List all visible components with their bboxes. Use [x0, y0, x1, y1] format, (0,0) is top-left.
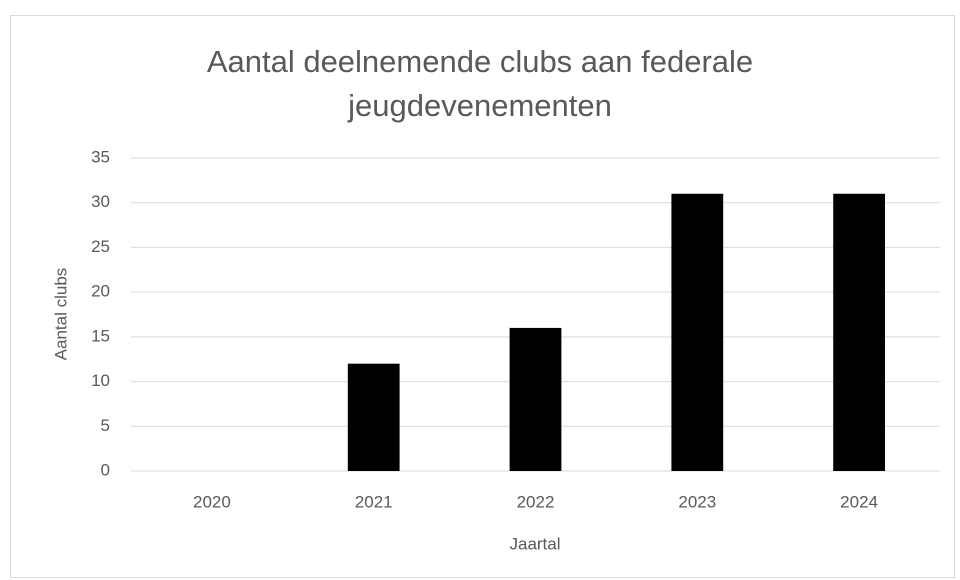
y-tick-label: 20 — [91, 282, 110, 301]
x-tick-label: 2020 — [193, 492, 231, 511]
y-tick-label: 5 — [101, 416, 110, 435]
y-tick-label: 35 — [91, 147, 110, 166]
x-tick-label: 2024 — [840, 492, 878, 511]
x-tick-label: 2023 — [678, 492, 716, 511]
x-tick-label: 2021 — [355, 492, 393, 511]
x-tick-label: 2022 — [517, 492, 555, 511]
y-tick-label: 0 — [101, 460, 110, 479]
y-tick-label: 25 — [91, 237, 110, 256]
y-tick-label: 30 — [91, 192, 110, 211]
y-tick-label: 10 — [91, 371, 110, 390]
bar — [347, 363, 400, 471]
chart-border — [10, 15, 955, 578]
bar — [671, 193, 724, 471]
y-axis-title: Aantal clubs — [51, 268, 70, 361]
bar — [833, 193, 885, 471]
chart-title: Aantal deelnemende clubs aan federale je… — [206, 44, 754, 123]
y-tick-label: 15 — [91, 326, 110, 345]
x-axis-title: Jaartal — [509, 534, 560, 553]
bar — [509, 327, 562, 471]
